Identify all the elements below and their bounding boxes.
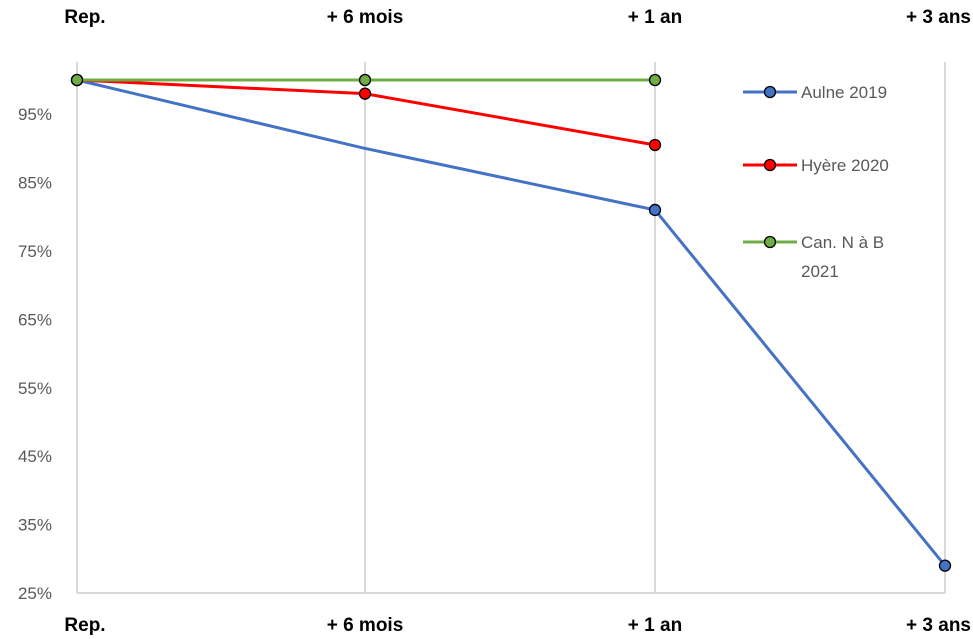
data-point (648, 73, 662, 87)
series-lines (76, 78, 947, 567)
y-tick-label: 95% (18, 105, 52, 124)
legend-entry-0: Aulne 2019 (743, 83, 887, 102)
y-tick-labels: 25% 35% 45% 55% 65% 75% 85% 95% (18, 105, 52, 603)
x-top-label: + 6 mois (327, 7, 404, 28)
x-top-labels: Rep. + 6 mois + 1 an + 3 ans (64, 7, 971, 28)
data-point (648, 203, 662, 217)
legend-label: Hyère 2020 (801, 156, 889, 175)
y-tick-label: 25% (18, 584, 52, 603)
y-tick-label: 35% (18, 516, 52, 535)
data-point (938, 559, 952, 572)
legend-entry-2: Can. N à B 2021 (743, 233, 884, 281)
y-tick-label: 85% (18, 174, 52, 193)
y-tick-label: 65% (18, 310, 52, 329)
legend-label: Can. N à B (801, 233, 884, 252)
data-point (358, 73, 372, 87)
legend-swatch-marker (763, 158, 777, 172)
x-top-label: Rep. (64, 7, 105, 28)
legend-label: 2021 (801, 262, 839, 281)
x-top-label: + 3 ans (906, 7, 971, 28)
legend-label: Aulne 2019 (801, 83, 887, 102)
series-markers (70, 73, 952, 572)
x-top-label: + 1 an (628, 7, 682, 28)
x-bottom-label: + 6 mois (327, 615, 404, 636)
y-tick-label: 55% (18, 379, 52, 398)
legend: Aulne 2019 Hyère 2020 Can. N à B 2021 (743, 83, 889, 281)
x-bottom-labels: Rep. + 6 mois + 1 an + 3 ans (64, 615, 971, 636)
y-tick-label: 45% (18, 447, 52, 466)
x-bottom-label: + 3 ans (906, 615, 971, 636)
legend-entry-1: Hyère 2020 (743, 156, 889, 175)
x-bottom-label: Rep. (64, 615, 105, 636)
legend-swatch-marker (763, 235, 777, 249)
legend-swatch-marker (763, 85, 777, 99)
axes (76, 62, 945, 594)
x-bottom-label: + 1 an (628, 615, 682, 636)
data-point (70, 73, 84, 87)
y-tick-label: 75% (18, 242, 52, 261)
data-point (648, 138, 662, 152)
data-point (358, 87, 372, 100)
series-line-0 (76, 78, 947, 567)
